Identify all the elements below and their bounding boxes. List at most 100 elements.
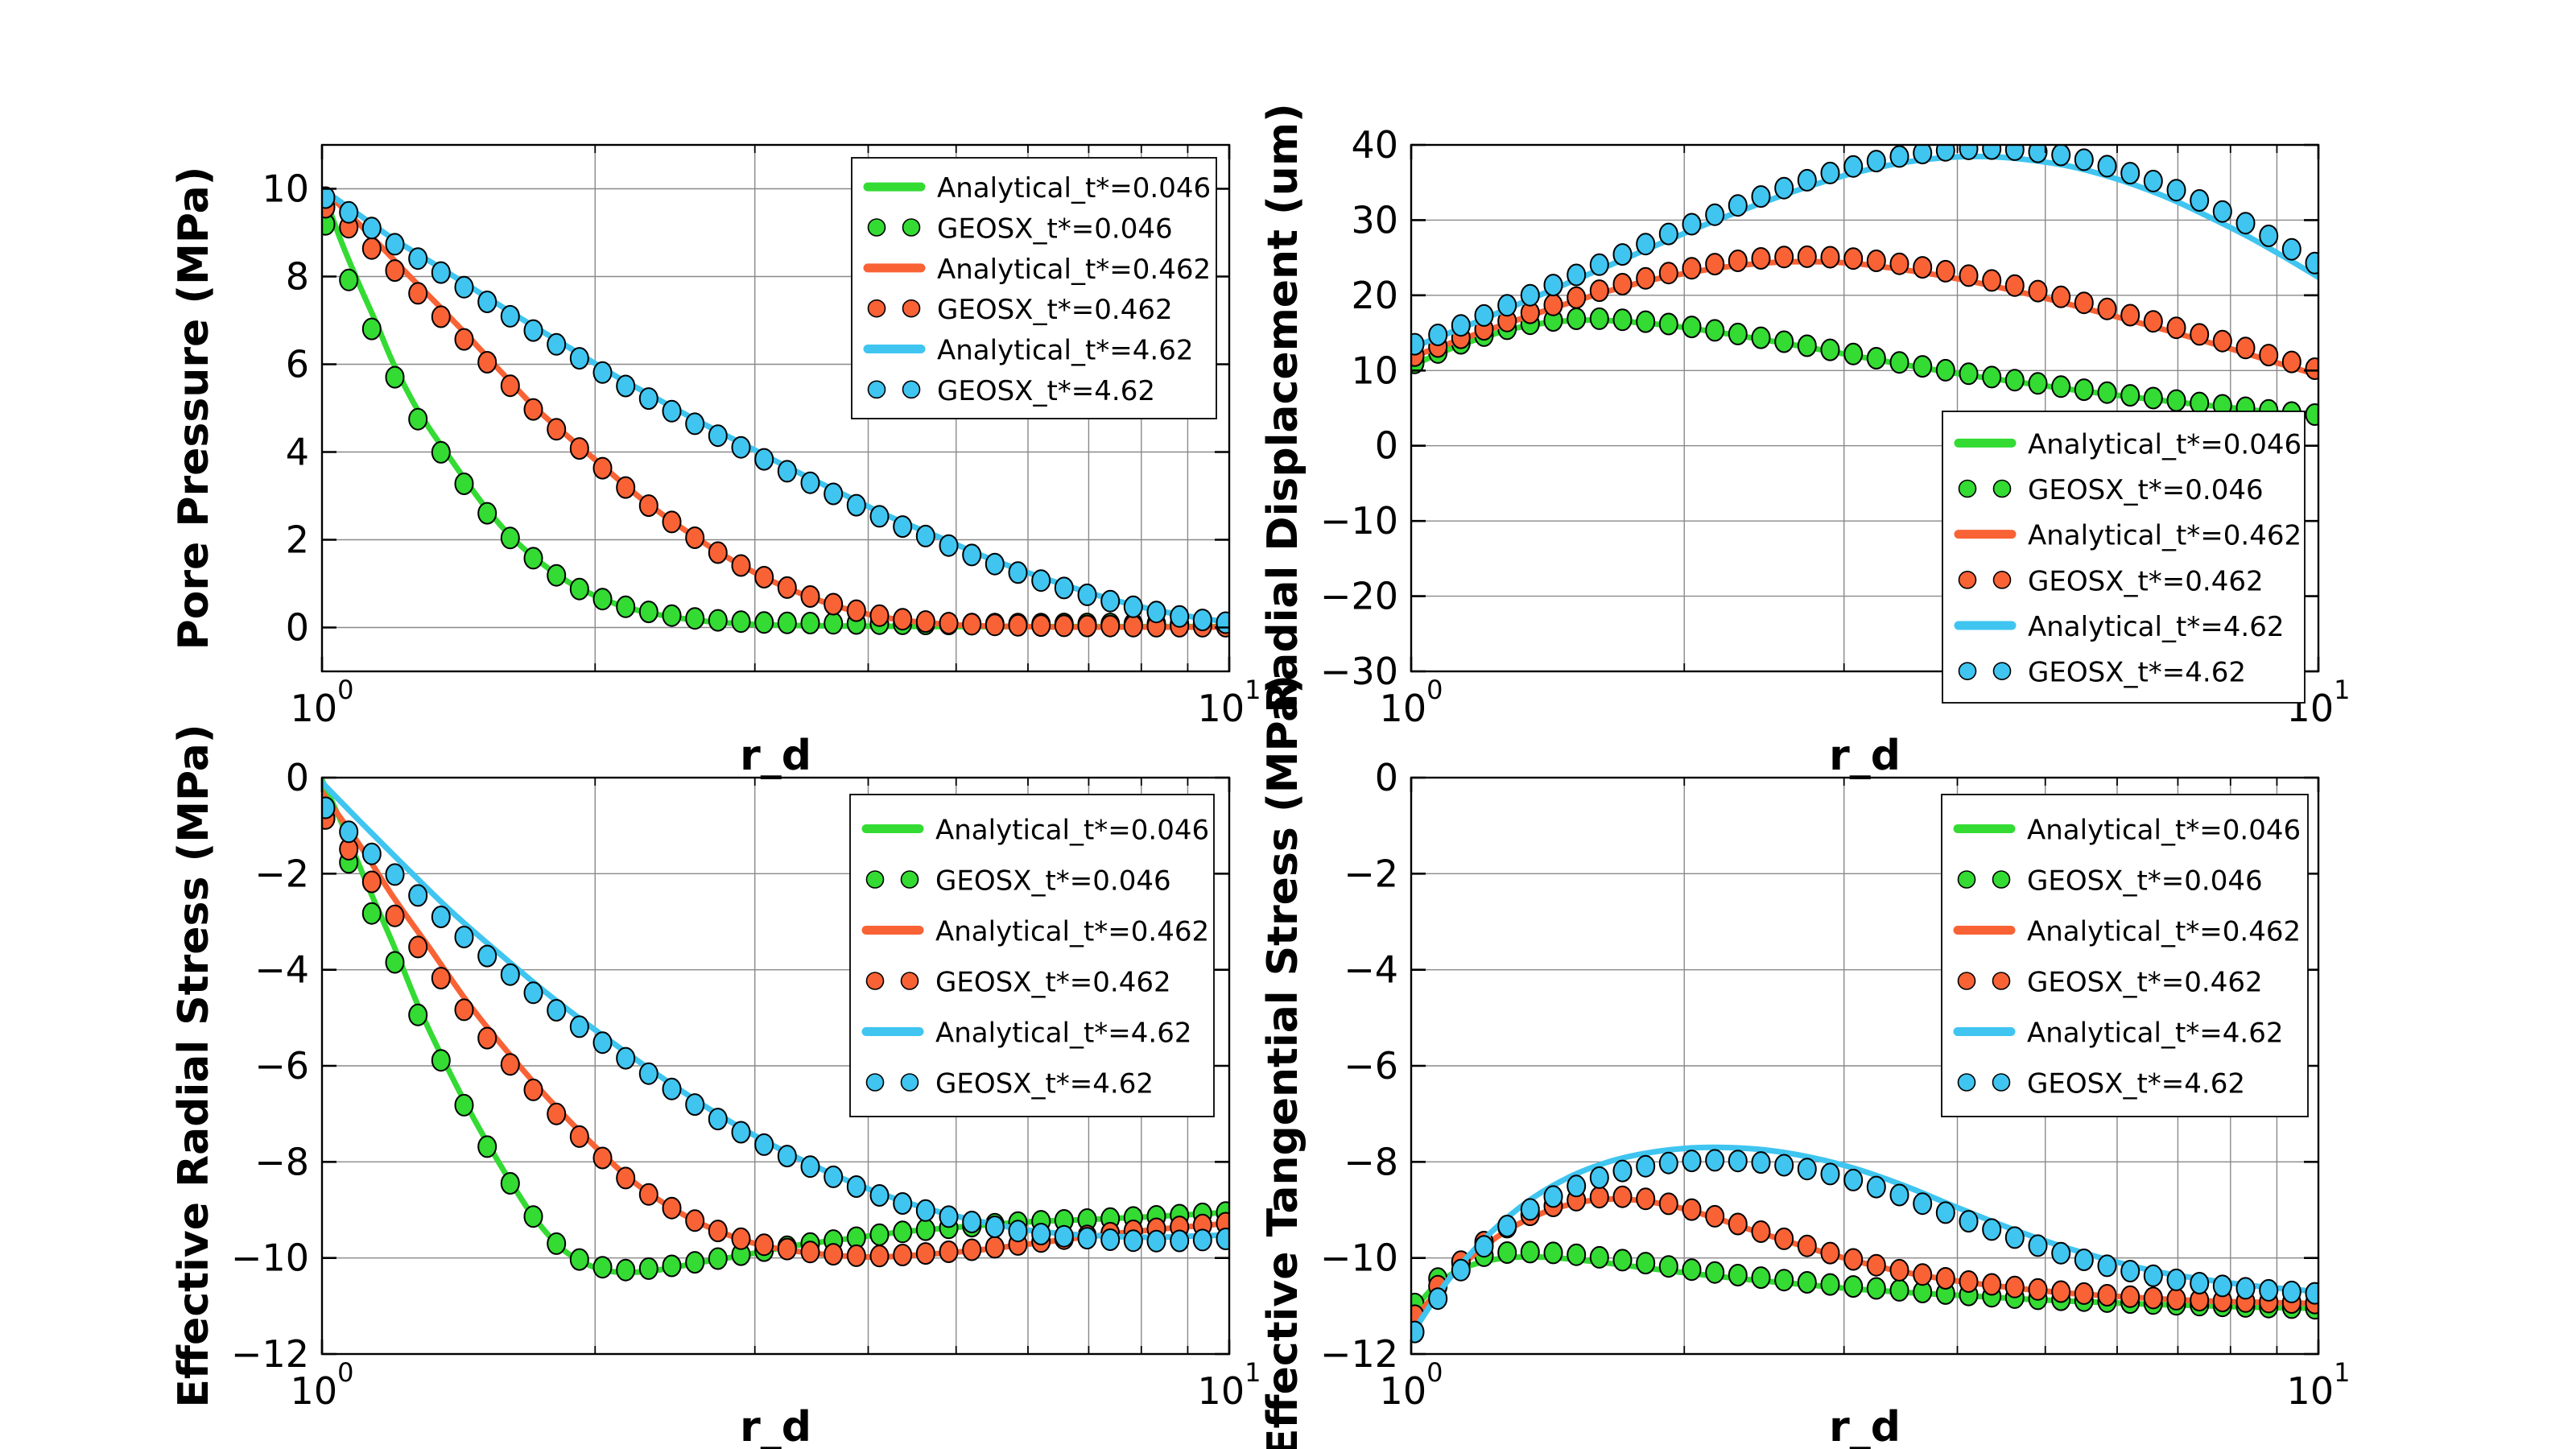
series-group [1411,1144,2318,1344]
y-tick-label: 10 [1351,349,1398,392]
x-tick-label: 100 [291,675,354,730]
legend-entry: GEOSX_t*=0.462 [867,294,1173,326]
legend-entry: Analytical_t*=0.462 [863,254,1211,286]
y-axis-label: Effective Tangential Stress (MPa) [1259,675,1307,1449]
series-group [322,778,1229,1282]
y-axis-label: Pore Pressure (MPa) [170,167,218,650]
y-tick-label: −10 [1320,1236,1398,1280]
legend-entry-label: GEOSX_t*=0.462 [935,967,1171,999]
legend-dot-swatch [1992,1073,2011,1092]
legend-entry: GEOSX_t*=0.462 [1957,967,2263,999]
legend-entry-label: Analytical_t*=4.62 [935,1018,1191,1050]
legend-entry-label: Analytical_t*=4.62 [2028,611,2284,643]
legend-dot-swatch [1958,571,1977,589]
legend-entry-label: Analytical_t*=0.462 [2028,520,2301,552]
y-tick-label: 40 [1351,123,1398,167]
legend-entry-label: GEOSX_t*=4.62 [2027,1068,2245,1100]
legend-entry: GEOSX_t*=0.046 [867,213,1173,246]
legend-entry: Analytical_t*=0.046 [1954,428,2301,460]
legend-entry: Analytical_t*=0.462 [1954,520,2301,552]
legend-entry-label: GEOSX_t*=0.046 [2027,865,2263,898]
legend-entry-label: GEOSX_t*=4.62 [935,1068,1154,1100]
chart-pore-pressure: 0 2 4 6 8 10 100 101 r_d Pore Pressure (MPa) Analy… [170,143,1261,780]
tick-marks [1410,776,2320,1356]
legend-dot-swatch [1958,662,1977,680]
y-tick-label: 0 [286,606,309,650]
x-axis-label: r_d [1829,1403,1901,1449]
y-tick-label: 4 [286,431,309,474]
legend-entry: GEOSX_t*=4.62 [1958,657,2246,689]
tick-marks [320,145,1231,671]
y-axis-label: Radial Displacement (um) [1259,103,1307,713]
legend-entry: GEOSX_t*=4.62 [865,1068,1154,1100]
y-tick-label: 8 [286,255,309,299]
legend-entry-label: GEOSX_t*=0.462 [2027,967,2263,999]
plot-border [1410,143,2320,673]
tick-marks [1410,143,2320,673]
legend-entry: Analytical_t*=0.462 [1953,916,2301,948]
legend-box [849,794,1215,1117]
legend-dot-swatch [902,299,921,318]
legend-dot-swatch [900,972,919,990]
legend-dot-swatch [867,218,886,237]
y-tick-label: 30 [1351,198,1398,242]
legend-entry: Analytical_t*=0.046 [1953,815,2301,847]
tick-labels: −12 −10 −8 −6 −4 −2 0 100 101 [1320,756,2351,1413]
y-tick-label: −8 [254,1140,309,1183]
legend-dot-swatch [1957,1073,1976,1092]
legend-entry: Analytical_t*=4.62 [1954,611,2284,643]
series-dots-GEOSX_t*=0.462 [1411,245,2318,380]
legend-dot-swatch [900,1073,919,1092]
legend-dot-swatch [1958,479,1977,498]
tick-marks [320,776,1231,1356]
x-tick-label: 101 [1198,675,1261,730]
legend-entry: Analytical_t*=4.62 [863,335,1193,367]
legend-dot-swatch [900,870,919,889]
y-tick-label: −12 [1320,1332,1398,1376]
legend-dot-swatch [1992,870,2011,889]
series-dots-GEOSX_t*=4.62 [1411,1149,2318,1344]
legend-dot-swatch [902,218,921,237]
series-group [1411,145,2318,426]
y-tick-label: −2 [1344,852,1398,895]
legend-entry: GEOSX_t*=0.462 [1958,565,2264,597]
legend-box [851,157,1217,419]
x-tick-label: 100 [1380,675,1443,730]
y-tick-label: −4 [254,948,309,992]
legend-entry-label: Analytical_t*=0.046 [2027,815,2301,847]
y-tick-label: −10 [231,1236,309,1280]
legend: Analytical_t*=0.046 GEOSX_t*=0.046 Analyti… [849,794,1215,1117]
legend-entry-label: GEOSX_t*=0.046 [935,865,1171,898]
legend-box [1942,411,2306,704]
legend-entry-label: Analytical_t*=0.046 [2028,428,2301,460]
tick-labels: 0 2 4 6 8 10 100 101 [262,167,1261,731]
legend-entry-label: GEOSX_t*=0.046 [937,213,1173,246]
legend-entry: GEOSX_t*=0.046 [1958,474,2264,506]
x-axis-label: r_d [740,732,811,780]
legend-entry: GEOSX_t*=0.046 [865,865,1171,898]
plot-border [320,143,1231,673]
x-tick-label: 101 [1198,1357,1261,1413]
legend-dot-swatch [902,380,921,399]
legend-entry: GEOSX_t*=4.62 [867,375,1155,407]
y-tick-label: 0 [1375,424,1398,468]
legend-entry-label: Analytical_t*=4.62 [937,335,1193,367]
legend-entry: Analytical_t*=0.462 [861,916,1209,948]
y-tick-label: 0 [1375,756,1398,799]
legend-entry-label: GEOSX_t*=0.462 [2028,565,2264,597]
series-dots-GEOSX_t*=4.62 [1411,145,2318,356]
legend-entry-label: Analytical_t*=0.046 [935,815,1209,847]
legend-dot-swatch [865,870,885,889]
legend-entry: Analytical_t*=0.046 [861,815,1209,847]
tick-labels: −12 −10 −8 −6 −4 −2 0 100 101 [231,756,1261,1413]
legend-dot-swatch [1957,870,1976,889]
legend-entry-label: GEOSX_t*=4.62 [2028,657,2246,689]
legend: Analytical_t*=0.046 GEOSX_t*=0.046 Analyti… [1942,411,2306,704]
legend-entry-label: GEOSX_t*=0.046 [2028,474,2264,506]
y-tick-label: −4 [1344,948,1398,992]
legend-entry: Analytical_t*=4.62 [861,1018,1191,1050]
series-group [322,186,1229,638]
series-dots-GEOSX_t*=4.62 [322,186,1229,634]
